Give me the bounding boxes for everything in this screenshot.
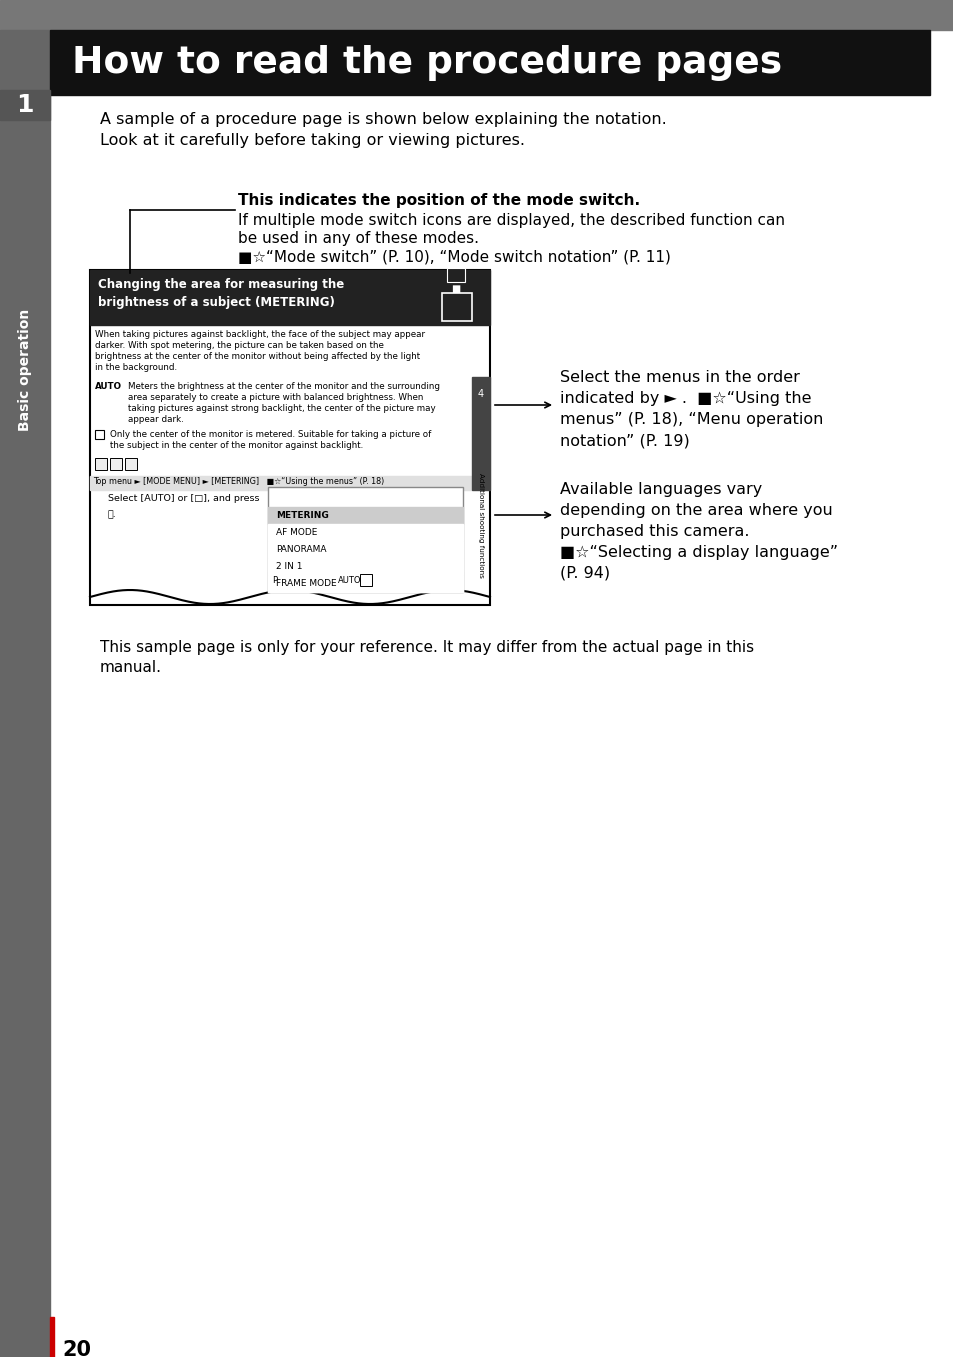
Text: AUTO: AUTO (95, 383, 122, 391)
Text: AUTO: AUTO (337, 575, 361, 585)
Text: Additional shooting functions: Additional shooting functions (477, 474, 483, 578)
Text: indicated by ► .  ■☆“Using the: indicated by ► . ■☆“Using the (559, 391, 811, 406)
Text: How to read the procedure pages: How to read the procedure pages (71, 45, 781, 81)
Bar (125, 459, 137, 470)
Text: the subject in the center of the monitor against backlight.: the subject in the center of the monitor… (110, 441, 363, 451)
Text: 1: 1 (16, 94, 33, 117)
Bar (268, 575, 462, 592)
Bar (0, 0, 953, 30)
Bar (441, 293, 472, 322)
Text: This sample page is only for your reference. It may differ from the actual page : This sample page is only for your refere… (100, 641, 753, 655)
Text: Look at it carefully before taking or viewing pictures.: Look at it carefully before taking or vi… (100, 133, 524, 148)
Bar (268, 487, 462, 592)
Text: When taking pictures against backlight, the face of the subject may appear: When taking pictures against backlight, … (95, 330, 425, 339)
Text: Meters the brightness at the center of the monitor and the surrounding: Meters the brightness at the center of t… (128, 383, 439, 391)
Text: brightness of a subject (METERING): brightness of a subject (METERING) (98, 296, 335, 309)
Text: 20: 20 (62, 1339, 91, 1357)
Text: METERING: METERING (275, 512, 329, 520)
Bar (0, 90, 50, 119)
Bar (95, 430, 104, 440)
Text: FRAME MODE: FRAME MODE (275, 579, 336, 588)
Bar (359, 574, 372, 586)
Text: Changing the area for measuring the: Changing the area for measuring the (98, 278, 344, 290)
Bar (90, 270, 490, 605)
Text: A sample of a procedure page is shown below explaining the notation.: A sample of a procedure page is shown be… (100, 113, 666, 128)
Text: (P. 94): (P. 94) (559, 566, 610, 581)
Bar (447, 267, 464, 282)
Bar (95, 459, 107, 470)
Bar (90, 270, 490, 324)
Bar (268, 524, 462, 541)
Text: Only the center of the monitor is metered. Suitable for taking a picture of: Only the center of the monitor is metere… (110, 430, 431, 440)
Text: 4: 4 (477, 389, 483, 399)
Text: notation” (P. 19): notation” (P. 19) (559, 433, 689, 448)
Text: If multiple mode switch icons are displayed, the described function can: If multiple mode switch icons are displa… (237, 213, 784, 228)
Text: Select [AUTO] or [□], and press: Select [AUTO] or [□], and press (108, 494, 259, 503)
Text: in the background.: in the background. (95, 364, 177, 372)
Text: be used in any of these modes.: be used in any of these modes. (237, 231, 478, 246)
Text: This indicates the position of the mode switch.: This indicates the position of the mode … (237, 193, 639, 208)
Bar (50, 30, 929, 95)
Text: Top menu ► [MODE MENU] ► [METERING]   ■☆“Using the menus” (P. 18): Top menu ► [MODE MENU] ► [METERING] ■☆“U… (92, 478, 384, 486)
Text: depending on the area where you: depending on the area where you (559, 503, 832, 518)
Bar (472, 377, 490, 490)
Text: Select the menus in the order: Select the menus in the order (559, 370, 799, 385)
Bar (268, 508, 462, 524)
Text: taking pictures against strong backlight, the center of the picture may: taking pictures against strong backlight… (128, 404, 436, 413)
Text: purchased this camera.: purchased this camera. (559, 524, 749, 539)
Text: area separately to create a picture with balanced brightness. When: area separately to create a picture with… (128, 394, 423, 402)
Text: darker. With spot metering, the picture can be taken based on the: darker. With spot metering, the picture … (95, 341, 383, 350)
Bar (268, 573, 462, 592)
Text: Basic operation: Basic operation (18, 309, 32, 432)
Bar (50, 1318, 54, 1357)
Text: brightness at the center of the monitor without being affected by the light: brightness at the center of the monitor … (95, 351, 419, 361)
Text: ■☆“Selecting a display language”: ■☆“Selecting a display language” (559, 546, 838, 560)
Bar (0, 30, 50, 1357)
Text: PANORAMA: PANORAMA (275, 546, 326, 554)
Text: appear dark.: appear dark. (128, 415, 184, 423)
Bar (268, 558, 462, 575)
Text: Available languages vary: Available languages vary (559, 482, 761, 497)
Bar (90, 476, 472, 490)
Bar (110, 459, 122, 470)
Text: manual.: manual. (100, 660, 162, 674)
Text: 2 IN 1: 2 IN 1 (275, 562, 302, 571)
Text: ■: ■ (451, 284, 460, 294)
Text: AF MODE: AF MODE (275, 528, 317, 537)
Text: P: P (272, 575, 276, 585)
Text: menus” (P. 18), “Menu operation: menus” (P. 18), “Menu operation (559, 413, 822, 427)
Text: Ⓞ.: Ⓞ. (108, 510, 116, 518)
Text: ■☆“Mode switch” (P. 10), “Mode switch notation” (P. 11): ■☆“Mode switch” (P. 10), “Mode switch no… (237, 248, 670, 265)
Bar (268, 541, 462, 558)
